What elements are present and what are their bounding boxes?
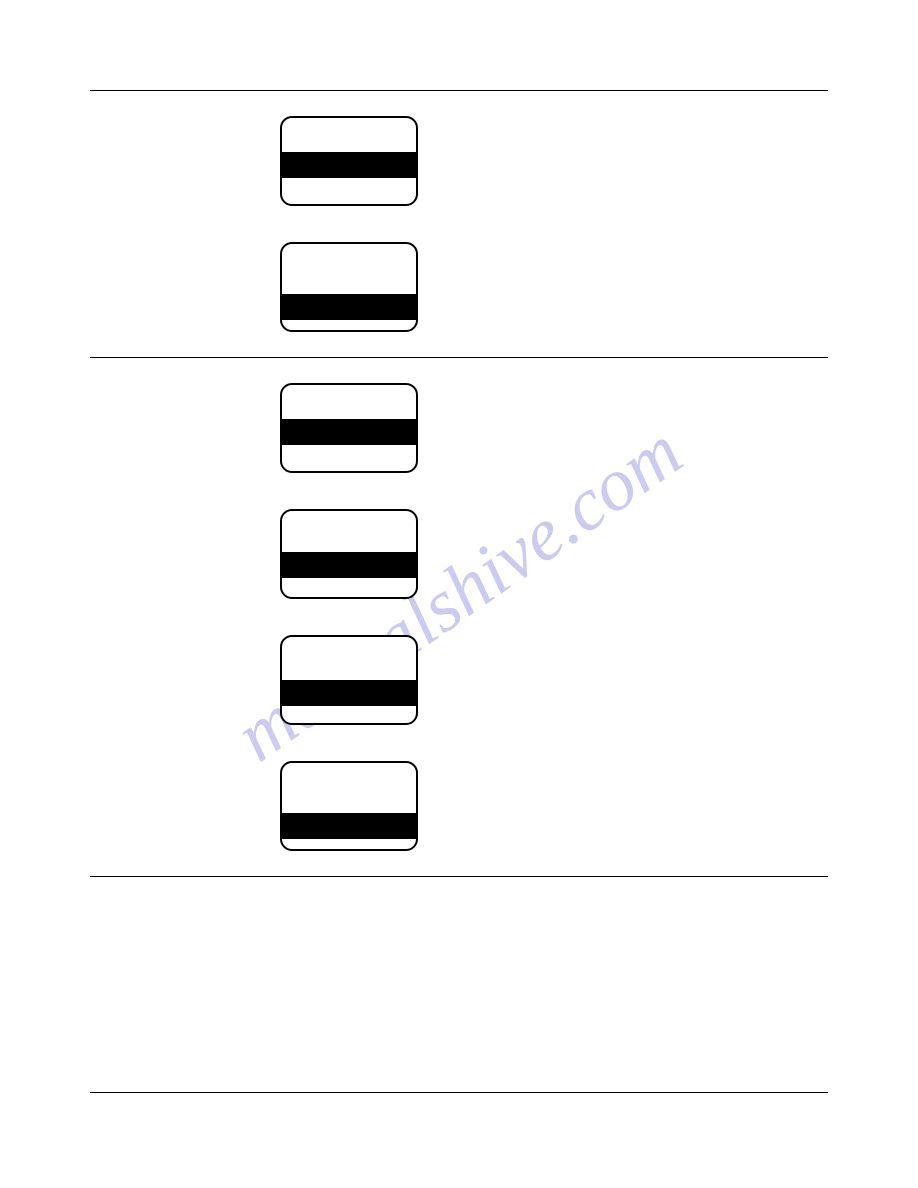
magnetic-card-icon (280, 242, 418, 332)
magnetic-stripe (282, 419, 416, 445)
card-group (280, 383, 828, 851)
magnetic-card-icon (280, 383, 418, 473)
magnetic-card-icon (280, 116, 418, 206)
document-page: manualshive.com (0, 0, 918, 1188)
content-area (90, 90, 828, 877)
magnetic-card-icon (280, 761, 418, 851)
card-group (280, 116, 828, 332)
card-section-2 (90, 357, 828, 877)
card-section-1 (90, 90, 828, 357)
magnetic-stripe (282, 813, 416, 839)
magnetic-stripe (282, 152, 416, 178)
magnetic-stripe (282, 294, 416, 320)
magnetic-card-icon (280, 509, 418, 599)
magnetic-stripe (282, 680, 416, 706)
magnetic-stripe (282, 552, 416, 578)
footer-divider (90, 1092, 828, 1093)
magnetic-card-icon (280, 635, 418, 725)
